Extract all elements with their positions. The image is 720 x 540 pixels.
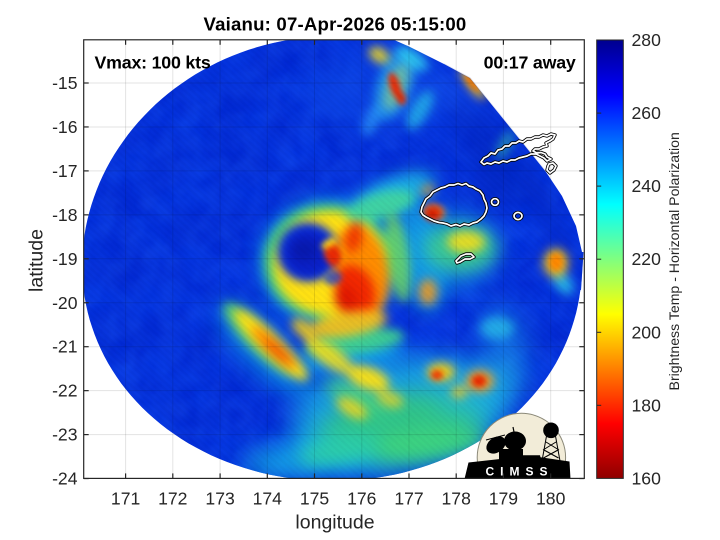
svg-text:longitude: longitude — [295, 512, 374, 534]
svg-text:174: 174 — [253, 488, 283, 508]
svg-text:176: 176 — [347, 488, 377, 508]
svg-text:-24: -24 — [52, 469, 78, 489]
svg-text:-15: -15 — [52, 73, 78, 93]
svg-text:-19: -19 — [52, 249, 77, 269]
svg-text:200: 200 — [632, 322, 662, 342]
svg-text:280: 280 — [632, 30, 662, 50]
svg-text:-23: -23 — [52, 425, 78, 445]
svg-text:220: 220 — [632, 249, 662, 269]
svg-text:173: 173 — [205, 488, 235, 508]
svg-text:-18: -18 — [52, 205, 78, 225]
svg-text:-20: -20 — [52, 293, 78, 313]
svg-text:180: 180 — [536, 488, 566, 508]
svg-text:172: 172 — [158, 488, 187, 508]
svg-text:Brightness Temp - Horizontal P: Brightness Temp - Horizontal Polarizatio… — [666, 132, 682, 390]
svg-text:-22: -22 — [52, 381, 77, 401]
svg-text:260: 260 — [632, 103, 662, 123]
svg-text:-17: -17 — [52, 161, 77, 181]
svg-text:Vaianu: 07-Apr-2026 05:15:00: Vaianu: 07-Apr-2026 05:15:00 — [204, 13, 467, 34]
svg-text:175: 175 — [300, 488, 330, 508]
svg-text:178: 178 — [442, 488, 472, 508]
svg-text:240: 240 — [632, 176, 662, 196]
svg-text:160: 160 — [632, 468, 662, 488]
svg-text:Vmax: 100 kts: Vmax: 100 kts — [95, 52, 211, 72]
svg-text:00:17 away: 00:17 away — [484, 52, 576, 72]
svg-text:177: 177 — [394, 488, 423, 508]
svg-text:179: 179 — [489, 488, 518, 508]
svg-text:latitude: latitude — [26, 229, 48, 292]
svg-text:180: 180 — [632, 395, 662, 415]
svg-text:CIMSS: CIMSS — [485, 464, 553, 478]
svg-text:171: 171 — [111, 488, 140, 508]
svg-text:-21: -21 — [52, 337, 77, 357]
svg-text:-16: -16 — [52, 117, 78, 137]
